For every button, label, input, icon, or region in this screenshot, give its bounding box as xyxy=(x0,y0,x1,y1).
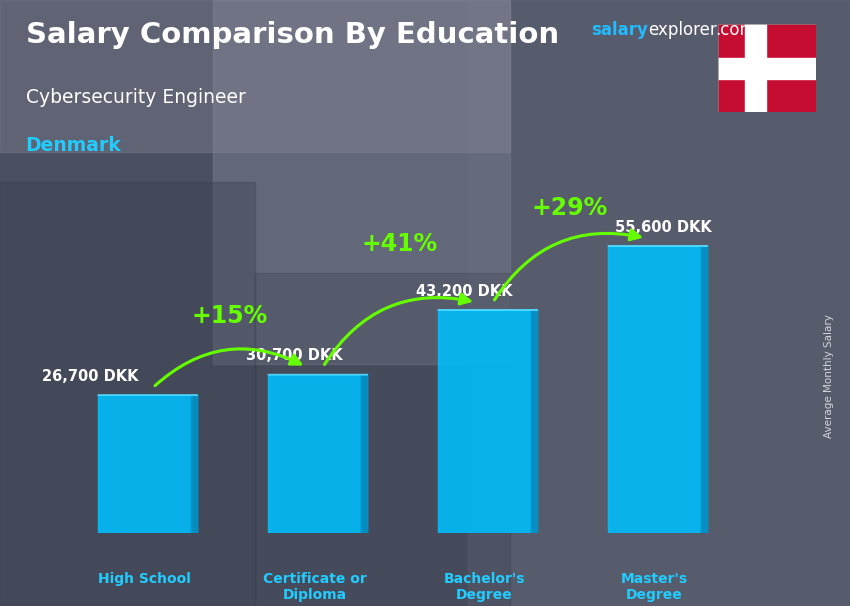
Text: salary: salary xyxy=(591,21,648,39)
Bar xyxy=(268,375,361,533)
Bar xyxy=(0,182,255,606)
Bar xyxy=(438,310,531,533)
Text: .com: .com xyxy=(716,21,756,39)
Text: 43,200 DKK: 43,200 DKK xyxy=(416,284,513,299)
Bar xyxy=(212,0,510,364)
Text: Bachelor's
Degree: Bachelor's Degree xyxy=(444,572,525,602)
Text: Cybersecurity Engineer: Cybersecurity Engineer xyxy=(26,88,246,107)
Text: +15%: +15% xyxy=(191,304,268,328)
Bar xyxy=(98,395,191,533)
Text: +41%: +41% xyxy=(361,232,438,256)
Bar xyxy=(608,246,701,533)
Text: explorer: explorer xyxy=(648,21,717,39)
Polygon shape xyxy=(701,246,708,533)
Polygon shape xyxy=(531,310,538,533)
Text: +29%: +29% xyxy=(531,196,608,219)
Bar xyxy=(468,0,850,606)
Bar xyxy=(0,0,510,152)
Text: 55,600 DKK: 55,600 DKK xyxy=(615,219,711,235)
Text: 26,700 DKK: 26,700 DKK xyxy=(42,369,139,384)
Bar xyxy=(718,58,816,79)
Polygon shape xyxy=(361,375,368,533)
Text: Salary Comparison By Education: Salary Comparison By Education xyxy=(26,21,558,49)
Text: High School: High School xyxy=(98,572,191,586)
Bar xyxy=(255,273,510,606)
Polygon shape xyxy=(191,395,198,533)
Text: Certificate or
Diploma: Certificate or Diploma xyxy=(263,572,366,602)
Text: Denmark: Denmark xyxy=(26,136,122,155)
Text: 30,700 DKK: 30,700 DKK xyxy=(246,348,343,363)
Text: Average Monthly Salary: Average Monthly Salary xyxy=(824,314,834,438)
Bar xyxy=(745,24,766,112)
Text: Master's
Degree: Master's Degree xyxy=(621,572,688,602)
